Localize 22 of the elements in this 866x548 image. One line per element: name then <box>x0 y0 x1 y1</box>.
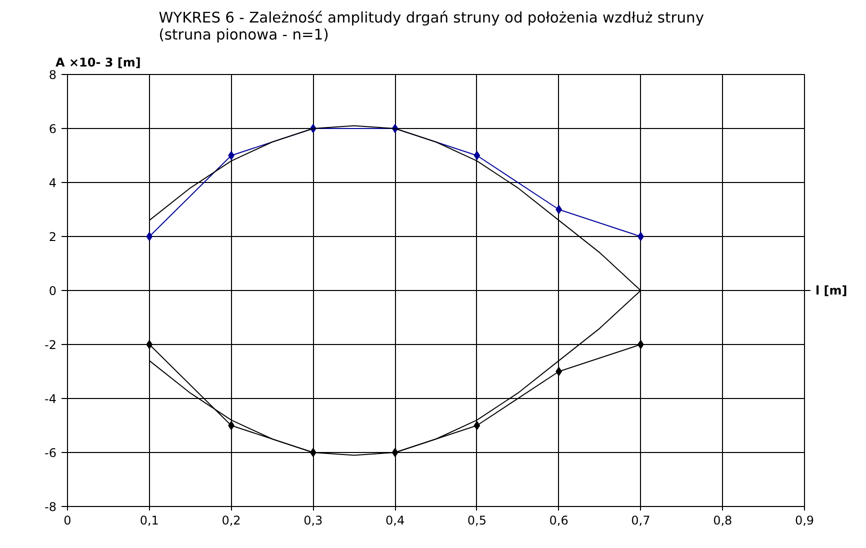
y-tick-label: 2 <box>48 230 57 244</box>
y-tick-label: 8 <box>48 68 57 82</box>
x-tick-label: 0,3 <box>304 514 323 528</box>
x-tick-label: 0,2 <box>222 514 241 528</box>
y-tick-label: -2 <box>44 338 57 352</box>
x-tick-label: 0,1 <box>140 514 159 528</box>
y-axis-title: A ×10- 3 [m] <box>56 56 141 70</box>
x-tick-label: 0,9 <box>794 514 814 528</box>
chart-title: WYKRES 6 - Zależność amplitudy drgań struny od położenia wzdłuż struny (struna pionowa - n=1) <box>158 10 704 44</box>
y-tick-label: 0 <box>48 284 57 298</box>
y-tick-label: -8 <box>44 500 57 514</box>
x-tick-label: 0,5 <box>467 514 486 528</box>
y-tick-label: -4 <box>44 392 57 406</box>
x-axis-title: l [m] <box>816 284 848 298</box>
y-tick-label: 6 <box>48 122 57 136</box>
x-tick-label: 0,6 <box>549 514 568 528</box>
y-tick-label: 4 <box>48 176 57 190</box>
x-tick-label: 0,7 <box>631 514 650 528</box>
x-tick-label: 0,8 <box>713 514 732 528</box>
y-tick-label: -6 <box>44 446 57 460</box>
x-tick-label: 0 <box>64 514 72 528</box>
x-tick-label: 0,4 <box>386 514 405 528</box>
